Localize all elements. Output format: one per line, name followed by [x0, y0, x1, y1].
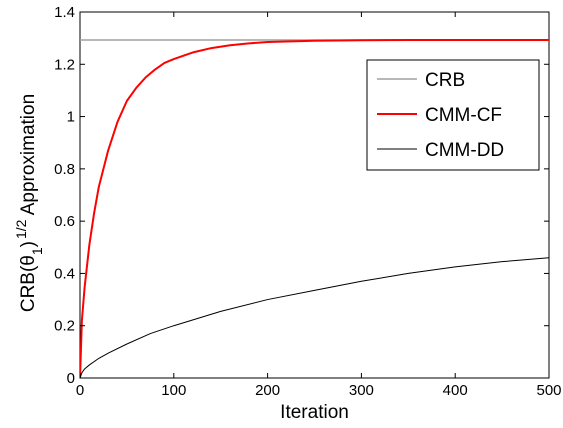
y-tick-label: 1	[67, 109, 75, 126]
x-tick-labels: 0 100 200 300 400 500	[76, 382, 562, 399]
y-axis-title-subscript: 1	[29, 247, 45, 255]
x-tick-label: 500	[536, 382, 561, 399]
y-tick-label: 1.4	[54, 4, 75, 21]
legend: CRB CMM-CF CMM-DD	[366, 59, 540, 171]
x-tick-label: 100	[161, 382, 186, 399]
axis-ticks	[79, 11, 550, 379]
x-tick-label: 300	[349, 382, 374, 399]
x-tick-label: 400	[443, 382, 468, 399]
series-line-cmm-cf	[80, 38, 549, 378]
legend-label-cmm-cf: CMM-CF	[425, 105, 502, 126]
y-axis-title-prefix: CRB(θ	[18, 255, 39, 312]
y-axis-title-superscript: 1/2	[13, 219, 29, 239]
x-tick-label: 200	[255, 382, 280, 399]
x-tick-label: 0	[76, 382, 84, 399]
x-axis-title: Iteration	[280, 402, 349, 423]
y-tick-label: 0.2	[54, 318, 75, 335]
y-tick-label: 1.2	[54, 56, 75, 73]
series-layer	[80, 38, 549, 378]
y-tick-label: 0.6	[54, 213, 75, 230]
legend-label-crb: CRB	[425, 70, 465, 91]
y-tick-label: 0.8	[54, 161, 75, 178]
y-tick-label: 0.4	[54, 265, 75, 282]
y-axis-title-suffix: Approximation	[18, 94, 39, 220]
legend-label-cmm-dd: CMM-DD	[425, 140, 504, 161]
y-tick-label: 0	[67, 370, 75, 387]
y-axis-title: CRB(θ1) 1/2 Approximation	[13, 94, 45, 312]
y-axis-title-close: )	[18, 241, 39, 247]
y-tick-labels: 0 0.2 0.4 0.6 0.8 1 1.2 1.4	[54, 4, 75, 387]
series-line-cmm-dd	[80, 257, 549, 378]
